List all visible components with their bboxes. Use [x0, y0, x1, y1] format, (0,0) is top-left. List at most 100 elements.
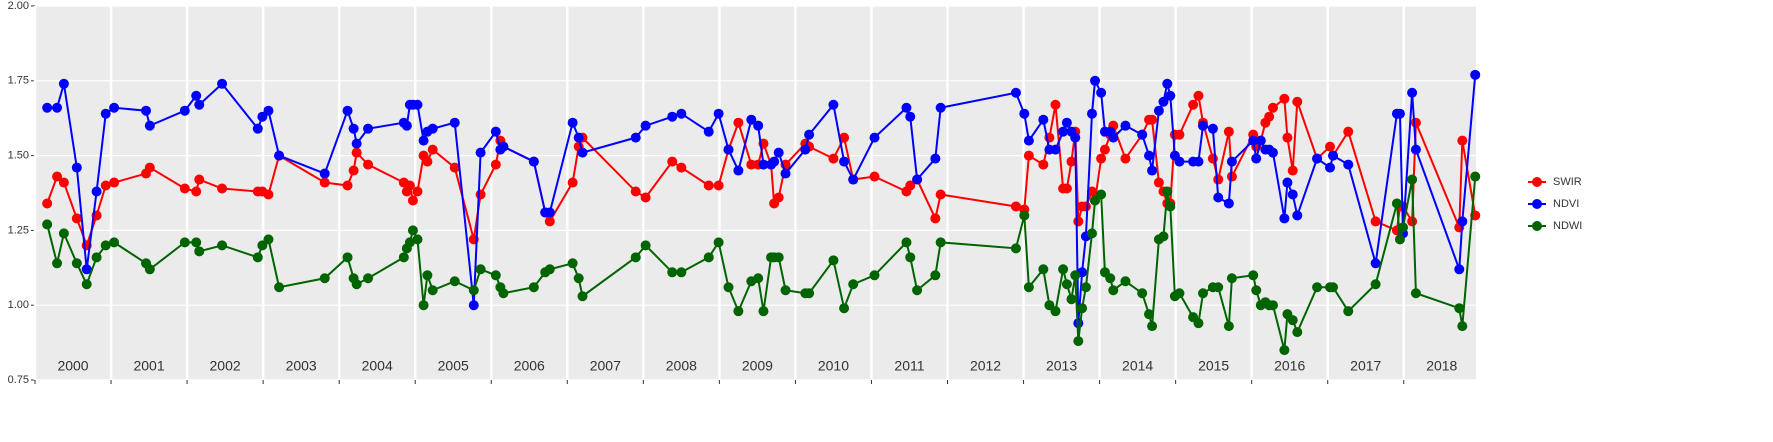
data-point	[640, 120, 651, 131]
data-point	[1213, 282, 1224, 293]
data-point	[468, 300, 479, 311]
data-point	[58, 78, 69, 89]
data-point	[1251, 285, 1262, 296]
data-point	[1226, 273, 1237, 284]
data-point	[342, 180, 353, 191]
data-point	[1188, 99, 1199, 110]
legend-marker	[1532, 199, 1542, 209]
x-tick-label: 2003	[286, 358, 317, 374]
data-point	[1165, 90, 1176, 101]
data-point	[1279, 213, 1290, 224]
data-point	[71, 213, 82, 224]
data-point	[407, 225, 418, 236]
data-point	[91, 186, 102, 197]
data-point	[1090, 75, 1101, 86]
data-point	[1058, 264, 1069, 275]
data-point	[348, 123, 359, 134]
data-point	[194, 174, 205, 185]
data-point	[577, 291, 588, 302]
data-point	[1312, 153, 1323, 164]
data-point	[52, 258, 63, 269]
data-point	[544, 207, 555, 218]
data-point	[667, 111, 678, 122]
data-point	[274, 282, 285, 293]
data-point	[404, 180, 415, 191]
data-point	[1061, 183, 1072, 194]
data-point	[263, 105, 274, 116]
data-point	[905, 252, 916, 263]
legend-label: NDVI	[1553, 198, 1579, 210]
data-point	[1070, 270, 1081, 281]
data-point	[1407, 87, 1418, 98]
data-point	[1010, 243, 1021, 254]
data-point	[490, 159, 501, 170]
data-point	[573, 273, 584, 284]
data-point	[1023, 150, 1034, 161]
data-point	[1292, 327, 1303, 338]
data-point	[630, 252, 641, 263]
data-point	[1457, 216, 1468, 227]
data-point	[828, 99, 839, 110]
y-tick-label: 2.00	[8, 0, 29, 12]
data-point	[274, 150, 285, 161]
data-point	[144, 162, 155, 173]
data-point	[1324, 141, 1335, 152]
data-point	[1343, 126, 1354, 137]
data-point	[319, 273, 330, 284]
data-point	[905, 180, 916, 191]
data-point	[912, 174, 923, 185]
data-point	[869, 171, 880, 182]
data-point	[1096, 153, 1107, 164]
data-point	[1073, 336, 1084, 347]
data-point	[422, 156, 433, 167]
data-point	[912, 285, 923, 296]
data-point	[1264, 111, 1275, 122]
data-point	[753, 120, 764, 131]
data-point	[427, 123, 438, 134]
data-point	[1147, 165, 1158, 176]
data-point	[1099, 144, 1110, 155]
data-point	[1343, 159, 1354, 170]
data-point	[1058, 126, 1069, 137]
x-tick-label: 2006	[514, 358, 545, 374]
data-point	[468, 285, 479, 296]
data-point	[1019, 210, 1030, 221]
data-point	[1457, 135, 1468, 146]
data-point	[42, 102, 53, 113]
data-point	[1287, 189, 1298, 200]
data-point	[769, 156, 780, 167]
data-point	[191, 237, 202, 248]
data-point	[676, 267, 687, 278]
data-point	[1120, 276, 1131, 287]
data-point	[141, 105, 152, 116]
data-point	[1162, 78, 1173, 89]
y-tick-label: 1.75	[8, 75, 29, 87]
data-point	[1248, 135, 1259, 146]
legend-label: NDWI	[1553, 220, 1582, 232]
data-point	[1410, 144, 1421, 155]
x-tick-label: 2018	[1426, 358, 1457, 374]
legend-marker	[1532, 221, 1542, 231]
data-point	[71, 162, 82, 173]
data-point	[1279, 345, 1290, 356]
data-point	[1061, 117, 1072, 128]
data-point	[412, 234, 423, 245]
data-point	[1470, 69, 1481, 80]
data-point	[1137, 288, 1148, 299]
data-point	[1153, 105, 1164, 116]
data-point	[475, 264, 486, 275]
data-point	[427, 144, 438, 155]
data-point	[1324, 162, 1335, 173]
data-point	[498, 141, 509, 152]
data-point	[839, 156, 850, 167]
data-point	[930, 213, 941, 224]
data-point	[935, 237, 946, 248]
data-point	[263, 234, 274, 245]
data-point	[703, 180, 714, 191]
data-point	[348, 165, 359, 176]
data-point	[475, 189, 486, 200]
data-point	[144, 120, 155, 131]
data-point	[449, 117, 460, 128]
plot-background	[35, 6, 1476, 380]
data-point	[630, 132, 641, 143]
